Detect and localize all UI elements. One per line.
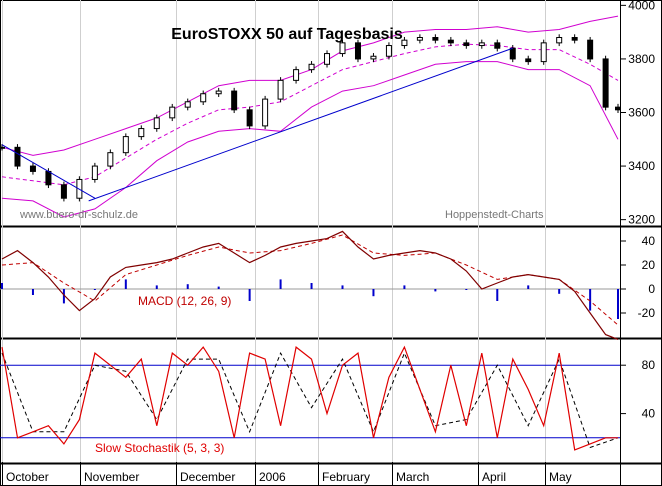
stochastic-k-line [1, 345, 618, 451]
candle-body [215, 90, 222, 95]
macd-histogram-bar [62, 289, 65, 304]
y-tick-label: 3200 [628, 213, 655, 227]
y-tick-label: 4000 [628, 0, 655, 12]
candle-body [540, 42, 547, 63]
candle-body [169, 106, 176, 119]
candle-body [339, 42, 346, 55]
candle-body [138, 128, 145, 138]
trendline [1, 144, 96, 199]
candle-body [277, 79, 284, 100]
candle-body [447, 39, 454, 44]
x-tick-label: December [180, 470, 235, 484]
macd-histogram-bar [155, 285, 158, 289]
candle-body [385, 45, 392, 57]
macd-label: MACD (12, 26, 9) [138, 294, 231, 308]
y-tick-label: 3600 [628, 106, 655, 120]
macd-histogram-bar [589, 289, 592, 311]
candle-body [29, 165, 36, 172]
macd-histogram-bar [279, 279, 282, 289]
y-tick-label: -20 [638, 306, 656, 320]
x-tick-label: May [549, 470, 572, 484]
chart-title: EuroSTOXX 50 auf Tagesbasis [171, 26, 403, 43]
candle-body [587, 39, 594, 60]
candle-body [509, 47, 516, 60]
macd-histogram-bar [496, 289, 499, 301]
stochastic-label: Slow Stochastik (5, 3, 3) [95, 441, 224, 455]
candle-body [107, 152, 114, 167]
x-tick-label: April [482, 470, 506, 484]
x-tick-label: October [6, 470, 49, 484]
y-tick-label: 3800 [628, 52, 655, 66]
candle-body [370, 55, 377, 60]
macd-line [1, 230, 619, 340]
macd-histogram-bar [372, 289, 375, 297]
candle-body [45, 170, 52, 186]
bollinger-lower-line [1, 61, 619, 218]
macd-signal-line [1, 234, 619, 326]
candle-body [478, 42, 485, 47]
candle-body [324, 53, 331, 65]
macd-histogram-bar [403, 285, 406, 289]
candle-body [556, 37, 563, 44]
candle-body [401, 39, 408, 47]
stochastic-d-line [1, 351, 619, 449]
candle-body [60, 184, 67, 199]
candle-body [494, 42, 501, 49]
x-tick-label: February [322, 470, 370, 484]
candle-body [200, 93, 207, 103]
candle-body [293, 69, 300, 81]
macd-histogram-bar [310, 283, 313, 289]
candle-body [231, 90, 238, 111]
candle-body [184, 101, 191, 108]
macd-histogram-bar [31, 289, 34, 295]
macd-histogram-bar [124, 279, 127, 289]
candle-body [308, 63, 315, 71]
watermark-right: Hoppenstedt-Charts [445, 209, 544, 221]
macd-histogram-bar [341, 285, 344, 289]
macd-histogram-bar [434, 289, 437, 292]
candle-body [91, 165, 98, 180]
candle-body [432, 37, 439, 41]
candle-body [153, 117, 160, 130]
candle-body [416, 37, 423, 41]
macd-histogram-bar [93, 289, 96, 290]
trendline [88, 47, 513, 202]
y-tick-label: 40 [642, 407, 656, 421]
y-tick-label: 20 [642, 258, 656, 272]
moving-average-line [1, 43, 619, 186]
candle-body [571, 37, 578, 41]
macd-histogram-bar [617, 289, 619, 319]
candle-body [14, 146, 21, 167]
y-tick-label: 3400 [628, 159, 655, 173]
candle-body [354, 42, 361, 60]
candle-body [0, 146, 5, 149]
candle-body [602, 58, 609, 108]
macd-histogram-bar [1, 283, 3, 289]
y-tick-label: 80 [642, 358, 656, 372]
candle-body [525, 58, 532, 63]
candle-body [246, 109, 253, 127]
candle-body [122, 136, 129, 154]
x-tick-label: March [396, 470, 429, 484]
x-tick-label: 2006 [259, 470, 286, 484]
watermark-left: www.buero-dr-schulz.de [19, 209, 138, 221]
macd-histogram-bar [217, 286, 220, 289]
candle-body [463, 42, 470, 47]
y-tick-label: 0 [648, 282, 655, 296]
macd-histogram-bar [186, 284, 189, 289]
macd-histogram-bar [248, 289, 251, 301]
x-tick-label: November [84, 470, 139, 484]
macd-histogram-bar [465, 289, 468, 290]
macd-histogram-bar [558, 289, 561, 294]
macd-histogram-bar [527, 285, 530, 289]
candle-body [262, 98, 269, 127]
y-tick-label: 40 [642, 234, 656, 248]
candle-body [615, 106, 621, 111]
